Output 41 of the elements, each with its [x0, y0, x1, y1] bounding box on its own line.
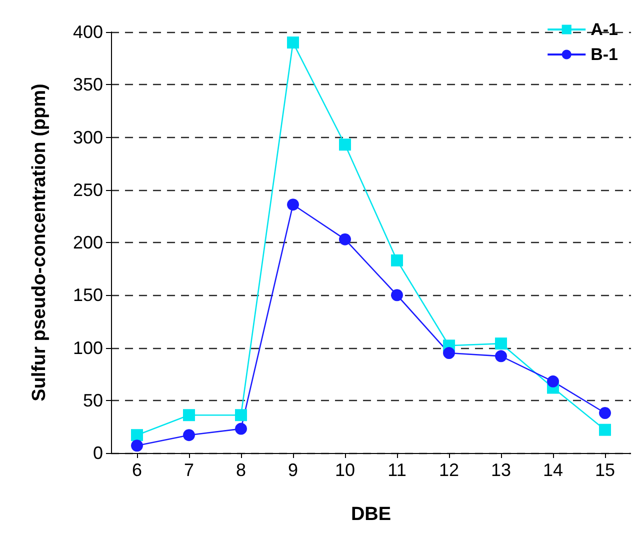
point	[599, 424, 611, 436]
legend-label: B-1	[590, 45, 618, 64]
x-tick-label: 15	[594, 460, 616, 480]
point	[287, 36, 299, 49]
y-tick-label: 50	[82, 390, 103, 410]
y-tick-label: 400	[72, 22, 103, 42]
y-tick-label: 250	[72, 180, 103, 200]
y-tick-label: 300	[72, 127, 103, 148]
y-tick-label: 0	[92, 443, 103, 463]
x-tick-label: 12	[438, 460, 460, 480]
point	[391, 254, 403, 266]
point	[547, 375, 559, 388]
x-tick-label: 10	[334, 460, 356, 480]
point	[131, 440, 143, 452]
point	[287, 198, 299, 211]
point	[339, 233, 351, 246]
y-tick-label: 150	[72, 285, 103, 306]
point	[495, 338, 507, 350]
x-tick-label: 8	[236, 460, 246, 480]
y-tick-label: 350	[72, 74, 103, 95]
point	[235, 409, 247, 422]
point	[443, 347, 455, 360]
y-tick-label: 100	[72, 338, 103, 358]
x-tick-label: 13	[490, 460, 512, 480]
point	[131, 429, 143, 442]
x-tick-label: 6	[132, 460, 142, 480]
point	[339, 138, 351, 151]
point	[391, 289, 403, 302]
point	[495, 350, 507, 362]
point	[235, 422, 247, 435]
y-tick-label: 200	[72, 232, 103, 252]
x-tick-label: 11	[388, 460, 406, 480]
x-tick-label: 9	[288, 460, 298, 480]
x-axis-title: DBE	[350, 504, 392, 525]
y-axis-title: Sulfur pseudo-concentration (ppm)	[29, 84, 50, 402]
point	[183, 429, 195, 442]
point	[599, 407, 611, 419]
legend-label: A-1	[590, 20, 618, 39]
point	[183, 409, 195, 422]
x-tick-label: 14	[542, 460, 564, 480]
x-tick-label: 7	[184, 460, 194, 480]
